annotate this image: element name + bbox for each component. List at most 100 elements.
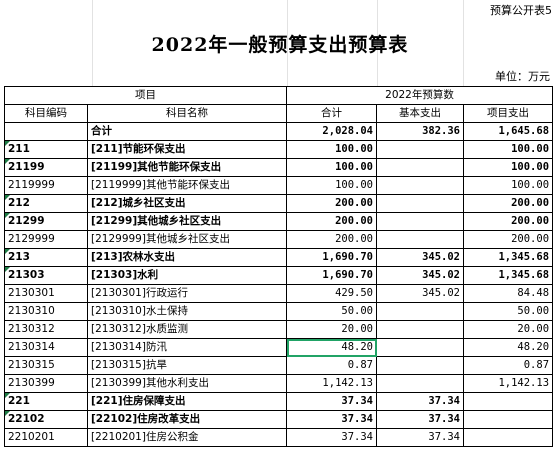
- project-cell[interactable]: [462, 392, 554, 411]
- basic-cell[interactable]: [376, 194, 464, 213]
- project-cell[interactable]: [462, 410, 554, 429]
- basic-cell[interactable]: 37.34: [376, 428, 464, 447]
- name-cell[interactable]: [213]农林水支出: [87, 248, 287, 267]
- code-cell[interactable]: 21303: [4, 266, 88, 285]
- name-cell[interactable]: [21303]水利: [87, 266, 287, 285]
- project-cell[interactable]: 1,345.68: [462, 248, 554, 267]
- code-cell[interactable]: 2130312: [4, 320, 88, 339]
- total-cell[interactable]: 200.00: [286, 194, 377, 213]
- name-cell[interactable]: [21199]其他节能环保支出: [87, 158, 287, 177]
- code-cell[interactable]: 2129999: [4, 230, 88, 249]
- total-cell[interactable]: 100.00: [286, 140, 377, 159]
- header-basic-cell[interactable]: 基本支出: [376, 104, 464, 123]
- basic-cell[interactable]: 37.34: [376, 410, 464, 429]
- basic-cell[interactable]: 345.02: [376, 284, 464, 303]
- basic-cell[interactable]: [376, 176, 464, 195]
- project-cell[interactable]: 1,142.13: [462, 374, 554, 393]
- total-cell[interactable]: 200.00: [286, 230, 377, 249]
- name-cell[interactable]: [2130314]防汛: [87, 338, 287, 357]
- project-cell[interactable]: 200.00: [462, 212, 554, 231]
- code-cell[interactable]: 221: [4, 392, 88, 411]
- total-cell[interactable]: 100.00: [286, 176, 377, 195]
- project-cell[interactable]: 20.00: [462, 320, 554, 339]
- code-cell[interactable]: 211: [4, 140, 88, 159]
- total-cell[interactable]: 0.87: [286, 356, 377, 375]
- page-title[interactable]: 2022年一般预算支出预算表: [151, 34, 409, 56]
- basic-cell[interactable]: [376, 140, 464, 159]
- total-cell[interactable]: 50.00: [286, 302, 377, 321]
- unit-label[interactable]: 单位：万元: [495, 70, 550, 83]
- code-cell[interactable]: 21199: [4, 158, 88, 177]
- code-cell[interactable]: 2130301: [4, 284, 88, 303]
- name-cell[interactable]: [221]住房保障支出: [87, 392, 287, 411]
- project-cell[interactable]: 1,345.68: [462, 266, 554, 285]
- total-cell[interactable]: 20.00: [286, 320, 377, 339]
- name-cell[interactable]: [2119999]其他节能环保支出: [87, 176, 287, 195]
- name-cell[interactable]: [2210201]住房公积金: [87, 428, 287, 447]
- name-cell[interactable]: [2130301]行政运行: [87, 284, 287, 303]
- header-item-cell[interactable]: 项目: [4, 86, 287, 105]
- name-cell[interactable]: [21299]其他城乡社区支出: [87, 212, 287, 231]
- basic-cell[interactable]: [376, 230, 464, 249]
- name-cell[interactable]: [2130312]水质监测: [87, 320, 287, 339]
- basic-cell[interactable]: [376, 338, 464, 357]
- total-cell[interactable]: 429.50: [286, 284, 377, 303]
- project-cell[interactable]: 200.00: [462, 230, 554, 249]
- code-cell[interactable]: [4, 122, 88, 141]
- name-cell[interactable]: [2129999]其他城乡社区支出: [87, 230, 287, 249]
- basic-cell[interactable]: 37.34: [376, 392, 464, 411]
- basic-cell[interactable]: [376, 356, 464, 375]
- code-cell[interactable]: 2210201: [4, 428, 88, 447]
- total-cell[interactable]: 37.34: [286, 428, 377, 447]
- code-cell[interactable]: 21299: [4, 212, 88, 231]
- project-cell[interactable]: 0.87: [462, 356, 554, 375]
- code-cell[interactable]: 213: [4, 248, 88, 267]
- project-cell[interactable]: 200.00: [462, 194, 554, 213]
- total-cell[interactable]: 1,690.70: [286, 248, 377, 267]
- basic-cell[interactable]: [376, 374, 464, 393]
- project-cell[interactable]: 100.00: [462, 140, 554, 159]
- total-cell[interactable]: 100.00: [286, 158, 377, 177]
- code-cell[interactable]: 22102: [4, 410, 88, 429]
- name-cell[interactable]: [2130399]其他水利支出: [87, 374, 287, 393]
- name-cell[interactable]: 合计: [87, 122, 287, 141]
- code-cell[interactable]: 2130399: [4, 374, 88, 393]
- table-number-label[interactable]: 预算公开表5: [490, 4, 552, 17]
- project-cell[interactable]: 84.48: [462, 284, 554, 303]
- total-cell[interactable]: 37.34: [286, 410, 377, 429]
- project-cell[interactable]: 1,645.68: [462, 122, 554, 141]
- total-cell[interactable]: 1,690.70: [286, 266, 377, 285]
- project-cell[interactable]: 100.00: [462, 158, 554, 177]
- code-cell[interactable]: 212: [4, 194, 88, 213]
- name-cell[interactable]: [211]节能环保支出: [87, 140, 287, 159]
- header-code-cell[interactable]: 科目编码: [4, 104, 88, 123]
- name-cell[interactable]: [22102]住房改革支出: [87, 410, 287, 429]
- basic-cell[interactable]: [376, 158, 464, 177]
- project-cell[interactable]: 50.00: [462, 302, 554, 321]
- project-cell[interactable]: 48.20: [462, 338, 554, 357]
- name-cell[interactable]: [2130315]抗旱: [87, 356, 287, 375]
- total-cell[interactable]: 48.20: [286, 338, 377, 357]
- basic-cell[interactable]: [376, 212, 464, 231]
- code-cell[interactable]: 2119999: [4, 176, 88, 195]
- basic-cell[interactable]: [376, 302, 464, 321]
- total-cell[interactable]: 200.00: [286, 212, 377, 231]
- header-name-cell[interactable]: 科目名称: [87, 104, 287, 123]
- project-cell[interactable]: [462, 428, 554, 447]
- header-budget-cell[interactable]: 2022年预算数: [285, 86, 554, 105]
- basic-cell[interactable]: 345.02: [376, 248, 464, 267]
- header-total-cell[interactable]: 合计: [286, 104, 377, 123]
- basic-cell[interactable]: 345.02: [376, 266, 464, 285]
- code-cell[interactable]: 2130315: [4, 356, 88, 375]
- name-cell[interactable]: [2130310]水土保持: [87, 302, 287, 321]
- name-cell[interactable]: [212]城乡社区支出: [87, 194, 287, 213]
- header-project-cell[interactable]: 项目支出: [462, 104, 554, 123]
- code-cell[interactable]: 2130310: [4, 302, 88, 321]
- basic-cell[interactable]: [376, 320, 464, 339]
- total-cell[interactable]: 37.34: [286, 392, 377, 411]
- code-cell[interactable]: 2130314: [4, 338, 88, 357]
- project-cell[interactable]: 100.00: [462, 176, 554, 195]
- total-cell[interactable]: 2,028.04: [286, 122, 377, 141]
- basic-cell[interactable]: 382.36: [376, 122, 464, 141]
- total-cell[interactable]: 1,142.13: [286, 374, 377, 393]
